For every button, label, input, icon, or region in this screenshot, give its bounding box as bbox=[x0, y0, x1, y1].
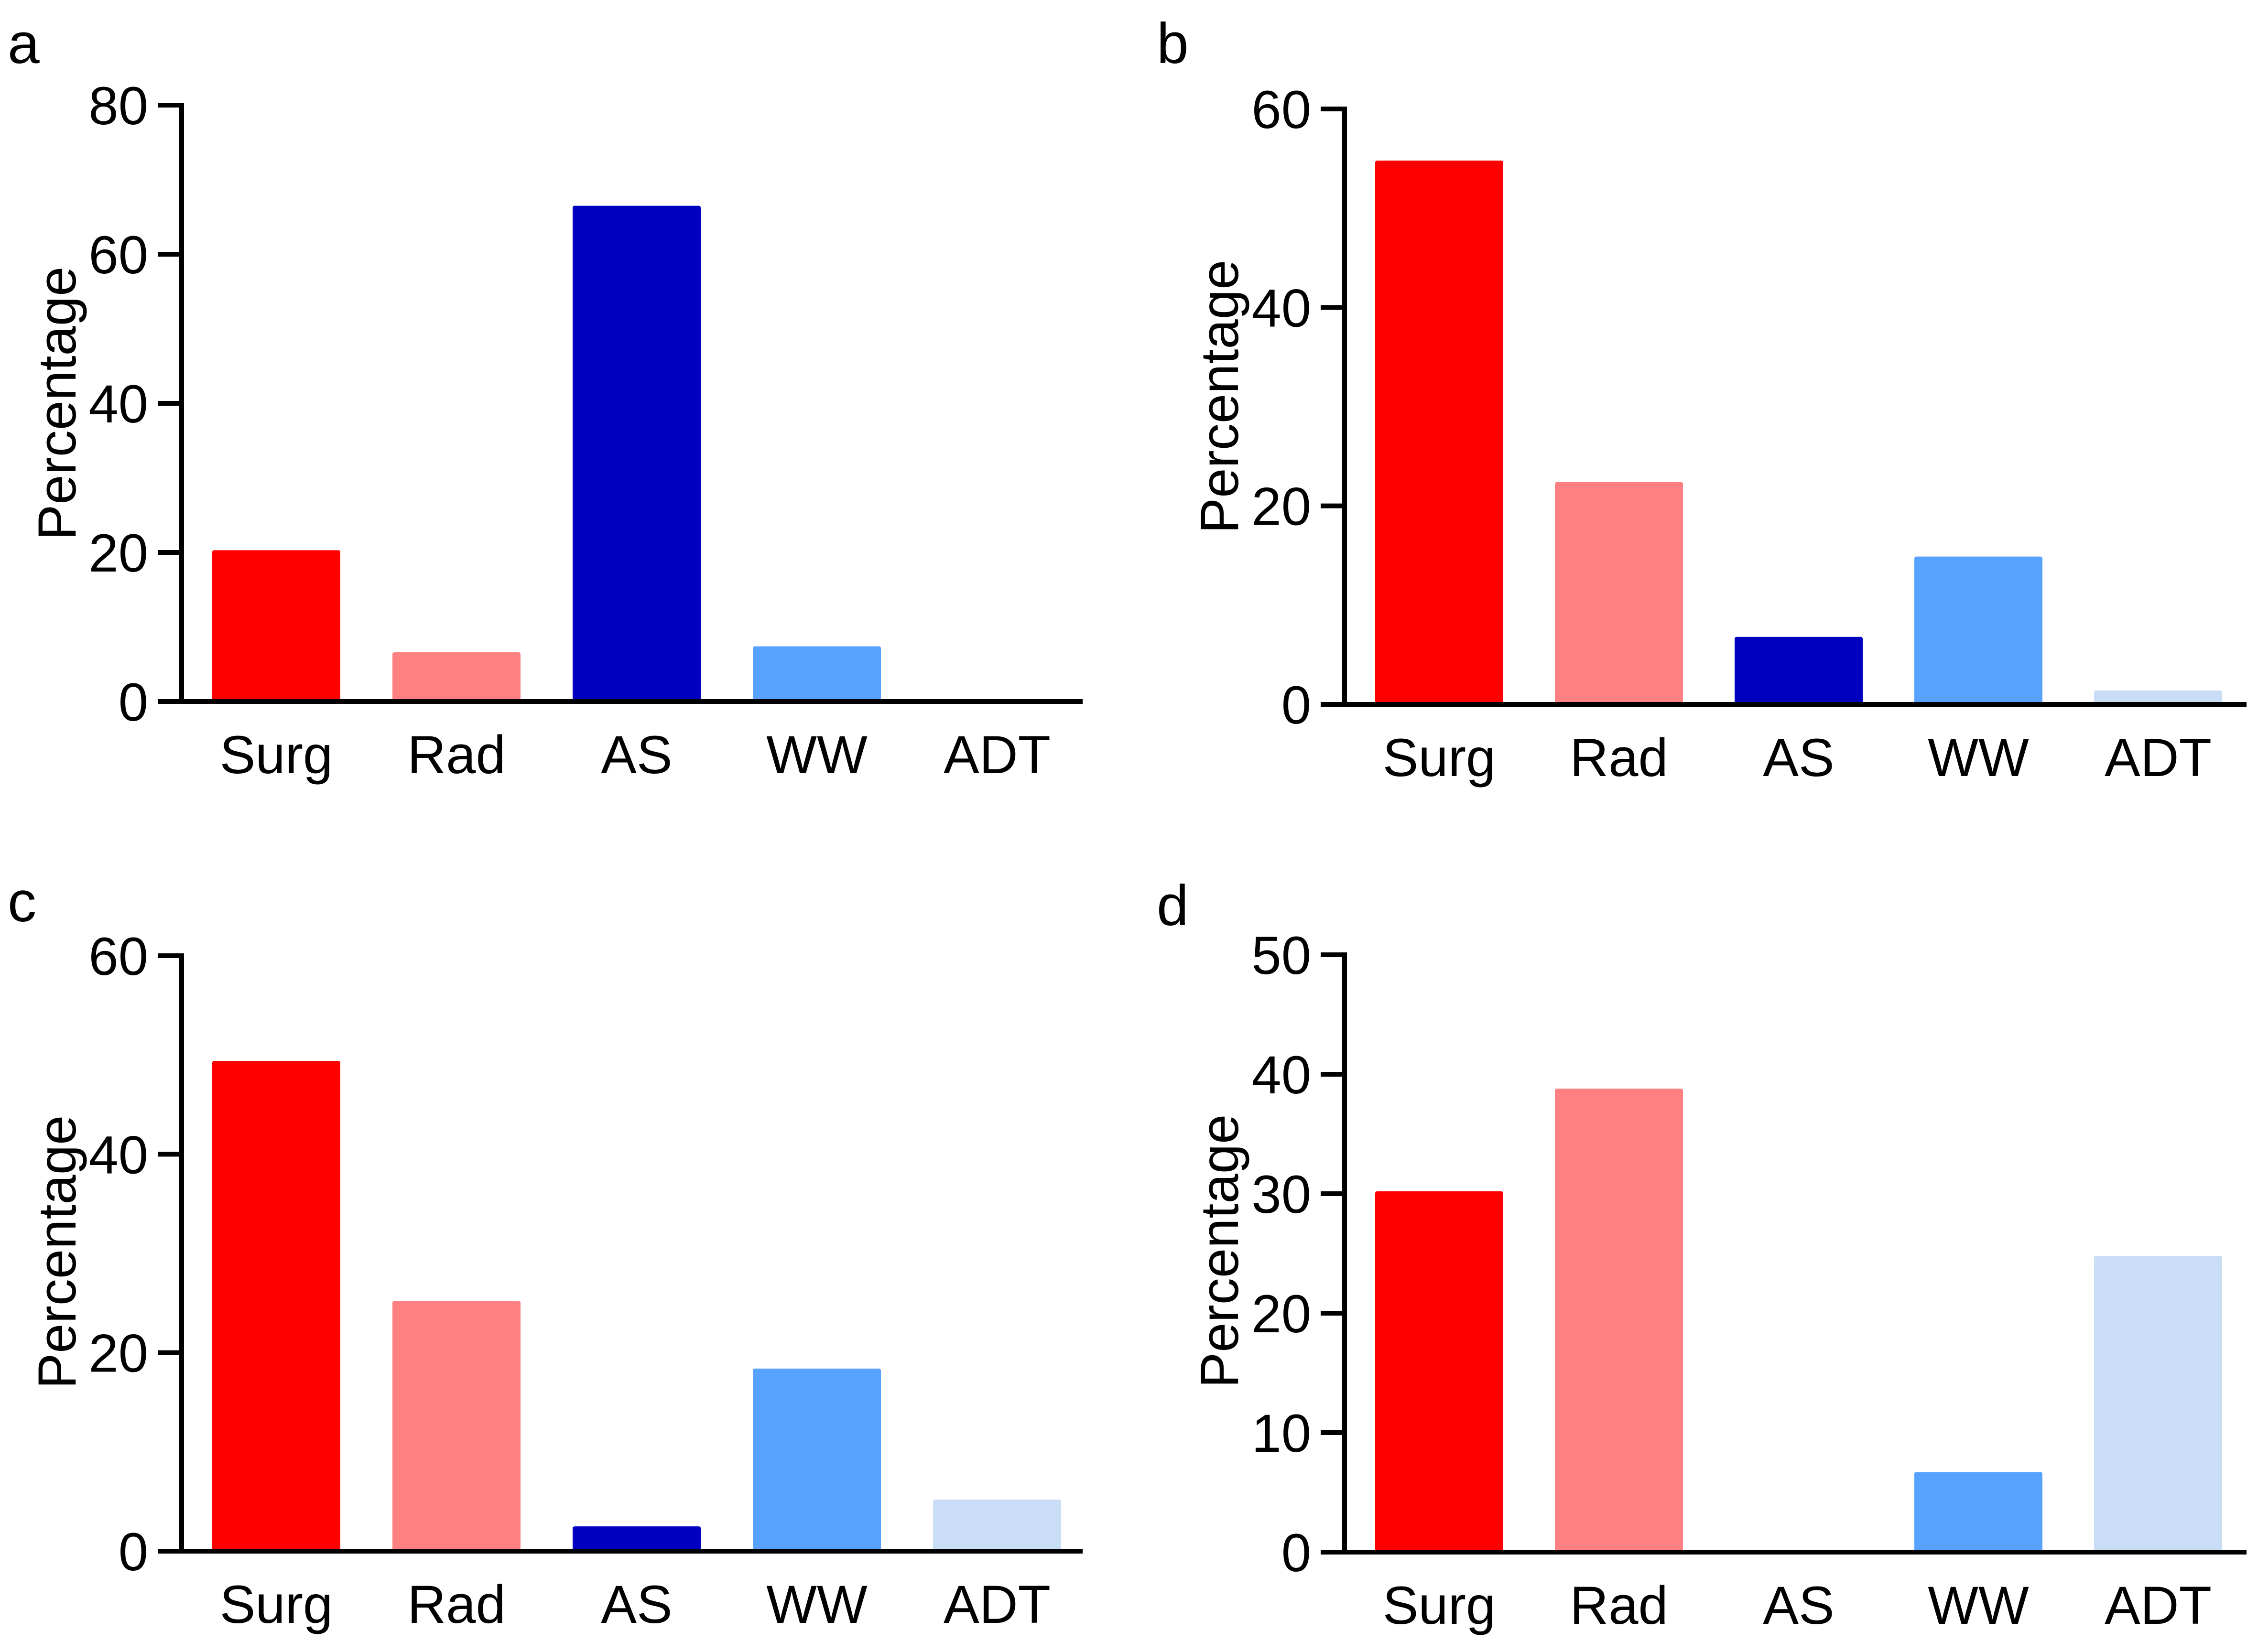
chart-panel-d: d Surg Rad AS WW ADT 0 10 20 30 40 50 Percentage bbox=[1157, 874, 2247, 1635]
y-tick-label: 80 bbox=[88, 76, 148, 136]
bar-adt bbox=[2094, 1256, 2222, 1552]
y-tick-label: 0 bbox=[1281, 675, 1311, 735]
x-tick-label-as: AS bbox=[1763, 1576, 1834, 1635]
x-tick-label-as: AS bbox=[1763, 728, 1834, 788]
bar-surg bbox=[1375, 1191, 1503, 1552]
x-tick-label-ww: WW bbox=[1928, 728, 2029, 788]
x-tick-label-adt: ADT bbox=[2105, 1576, 2212, 1635]
y-tick-label: 0 bbox=[119, 1522, 148, 1582]
panel-label: c bbox=[8, 870, 36, 934]
y-tick-label: 30 bbox=[1251, 1165, 1311, 1224]
panel-label: d bbox=[1157, 874, 1189, 938]
chart-panel-a: a Surg Rad AS WW ADT 0 20 40 60 80 Percentage bbox=[8, 11, 1083, 785]
x-tick-label-adt: ADT bbox=[944, 1575, 1051, 1634]
y-tick-label: 60 bbox=[88, 225, 148, 285]
bar-rad bbox=[1555, 482, 1683, 704]
x-tick-label-rad: Rad bbox=[1570, 1576, 1668, 1635]
x-tick-label-ww: WW bbox=[766, 1575, 868, 1634]
x-tick-label-adt: ADT bbox=[944, 725, 1051, 785]
y-tick-label: 20 bbox=[1251, 477, 1311, 537]
y-tick-label: 40 bbox=[88, 374, 148, 434]
y-axis-title: Percentage bbox=[27, 1115, 87, 1389]
x-tick-label-surg: Surg bbox=[220, 1575, 333, 1634]
bar-ww bbox=[753, 646, 881, 702]
x-tick-label-surg: Surg bbox=[1383, 1576, 1496, 1635]
bar-rad bbox=[1555, 1089, 1683, 1552]
bar-adt bbox=[2094, 690, 2222, 704]
y-tick-label: 40 bbox=[1251, 278, 1311, 338]
y-axis-title: Percentage bbox=[27, 267, 87, 540]
chart-panel-b: b Surg Rad AS WW ADT 0 20 40 60 Percentage bbox=[1157, 11, 2247, 788]
x-tick-label-adt: ADT bbox=[2105, 728, 2212, 788]
x-tick-label-rad: Rad bbox=[1570, 728, 1668, 788]
y-tick-label: 60 bbox=[88, 927, 148, 986]
y-axis-title: Percentage bbox=[1190, 1114, 1249, 1388]
y-tick-label: 50 bbox=[1251, 926, 1311, 985]
y-tick-label: 20 bbox=[88, 1324, 148, 1383]
y-tick-label: 40 bbox=[1251, 1045, 1311, 1105]
x-tick-label-as: AS bbox=[601, 725, 672, 785]
bar-ww bbox=[753, 1368, 881, 1551]
y-axis-title: Percentage bbox=[1190, 260, 1249, 534]
bar-rad bbox=[392, 1301, 521, 1551]
y-tick-label: 0 bbox=[119, 672, 148, 732]
bar-ww bbox=[1914, 1472, 2042, 1552]
y-tick-label: 20 bbox=[88, 523, 148, 583]
x-tick-label-surg: Surg bbox=[1383, 728, 1496, 788]
bar-as bbox=[1735, 637, 1863, 704]
bar-surg bbox=[1375, 160, 1503, 704]
panel-label: a bbox=[8, 11, 40, 76]
x-tick-label-ww: WW bbox=[766, 725, 868, 785]
y-tick-label: 0 bbox=[1281, 1523, 1311, 1583]
bar-adt bbox=[933, 1500, 1061, 1551]
x-tick-label-ww: WW bbox=[1928, 1576, 2029, 1635]
x-tick-label-rad: Rad bbox=[407, 1575, 505, 1634]
panel-label: b bbox=[1157, 11, 1189, 76]
bar-as bbox=[573, 205, 701, 702]
bar-rad bbox=[392, 652, 521, 702]
bar-ww bbox=[1914, 556, 2042, 704]
bar-surg bbox=[212, 550, 340, 702]
y-tick-label: 40 bbox=[88, 1125, 148, 1185]
y-tick-label: 60 bbox=[1251, 80, 1311, 140]
chart-panel-c: c Surg Rad AS WW ADT 0 20 40 60 Percentage bbox=[8, 870, 1083, 1634]
y-tick-label: 20 bbox=[1251, 1284, 1311, 1344]
y-tick-label: 10 bbox=[1251, 1404, 1311, 1463]
x-tick-label-surg: Surg bbox=[220, 725, 333, 785]
bar-as bbox=[573, 1526, 701, 1551]
x-tick-label-as: AS bbox=[601, 1575, 672, 1634]
bar-surg bbox=[212, 1061, 340, 1551]
x-tick-label-rad: Rad bbox=[407, 725, 505, 785]
